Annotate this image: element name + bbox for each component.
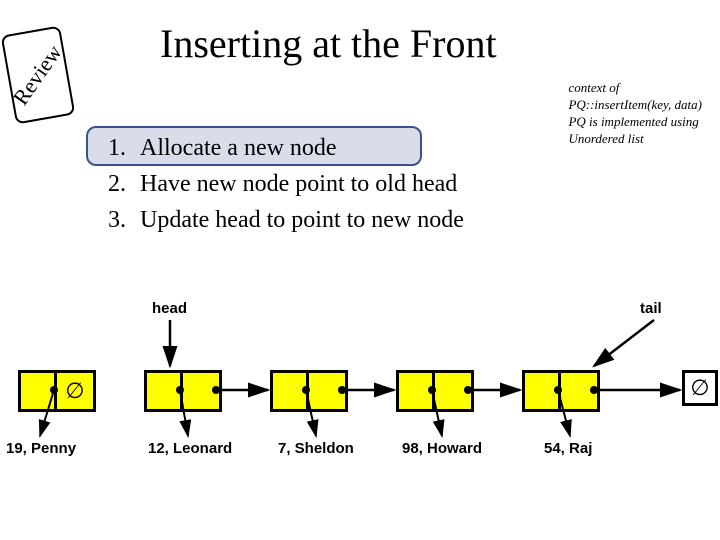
node-data-cell — [399, 373, 435, 409]
list-node: ∅ — [18, 370, 96, 412]
node-label: 98, Howard — [402, 440, 482, 457]
context-line: context of — [568, 80, 702, 97]
node-next-cell — [309, 373, 345, 409]
node-label: 12, Leonard — [148, 440, 232, 457]
node-data-cell — [273, 373, 309, 409]
step-text: Have new node point to old head — [140, 166, 457, 202]
node-label: 7, Sheldon — [278, 440, 354, 457]
node-data-cell — [525, 373, 561, 409]
step-number: 2. — [90, 166, 126, 202]
context-note: context of PQ::insertItem(key, data) PQ … — [568, 80, 702, 148]
node-next-cell — [183, 373, 219, 409]
null-icon: ∅ — [690, 375, 709, 401]
step-text: Allocate a new node — [140, 130, 337, 166]
node-label: 54, Raj — [544, 440, 592, 457]
review-label: Review — [8, 40, 68, 110]
page-title: Inserting at the Front — [160, 20, 497, 67]
list-node — [396, 370, 474, 412]
steps-list: 1. Allocate a new node 2. Have new node … — [90, 130, 464, 238]
step-number: 3. — [90, 202, 126, 238]
node-label: 19, Penny — [6, 440, 76, 457]
null-cell: ∅ — [682, 370, 718, 406]
null-icon: ∅ — [65, 378, 84, 404]
node-next-cell — [435, 373, 471, 409]
step-text: Update head to point to new node — [140, 202, 464, 238]
step-number: 1. — [90, 130, 126, 166]
list-node — [144, 370, 222, 412]
list-node — [522, 370, 600, 412]
context-line: Unordered list — [568, 131, 702, 148]
list-node — [270, 370, 348, 412]
node-data-cell — [21, 373, 57, 409]
review-badge: Review — [1, 25, 76, 124]
context-line: PQ::insertItem(key, data) — [568, 97, 702, 114]
step-item: 3. Update head to point to new node — [90, 202, 464, 238]
node-next-cell: ∅ — [57, 373, 93, 409]
node-data-cell — [147, 373, 183, 409]
step-item: 2. Have new node point to old head — [90, 166, 464, 202]
null-terminator: ∅ — [682, 370, 718, 406]
head-label: head — [152, 300, 187, 317]
context-line: PQ is implemented using — [568, 114, 702, 131]
step-item: 1. Allocate a new node — [90, 130, 464, 166]
node-next-cell — [561, 373, 597, 409]
tail-label: tail — [640, 300, 662, 317]
